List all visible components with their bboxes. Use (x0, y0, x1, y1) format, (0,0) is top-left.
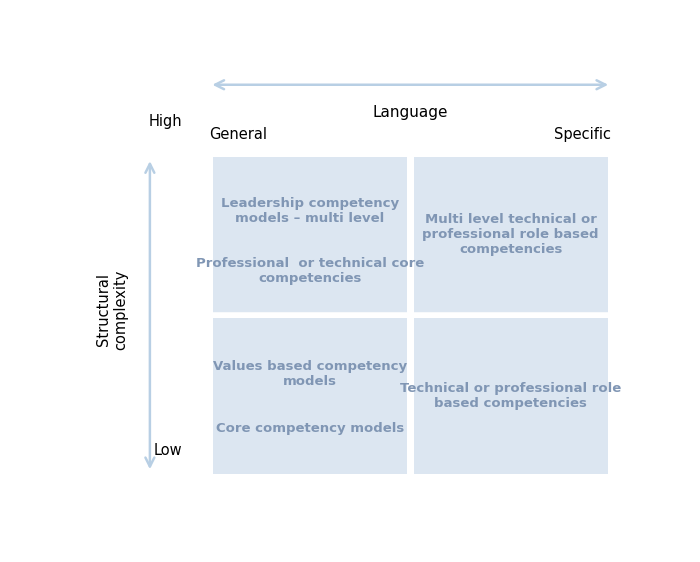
Text: Professional  or technical core
competencies: Professional or technical core competenc… (196, 257, 424, 285)
Text: Values based competency
models: Values based competency models (213, 360, 407, 388)
Text: Technical or professional role
based competencies: Technical or professional role based com… (400, 382, 622, 410)
Text: Specific: Specific (554, 127, 611, 142)
Text: High: High (149, 114, 183, 129)
FancyBboxPatch shape (414, 318, 608, 474)
FancyBboxPatch shape (213, 318, 407, 474)
Text: Structural
complexity: Structural complexity (96, 270, 128, 350)
Text: Core competency models: Core competency models (216, 422, 404, 435)
FancyBboxPatch shape (414, 157, 608, 312)
Text: Multi level technical or
professional role based
competencies: Multi level technical or professional ro… (422, 213, 599, 256)
FancyBboxPatch shape (213, 157, 407, 312)
Text: Language: Language (372, 106, 448, 120)
Text: Low: Low (154, 443, 183, 458)
Text: Leadership competency
models – multi level: Leadership competency models – multi lev… (221, 197, 399, 225)
Text: General: General (209, 127, 267, 142)
